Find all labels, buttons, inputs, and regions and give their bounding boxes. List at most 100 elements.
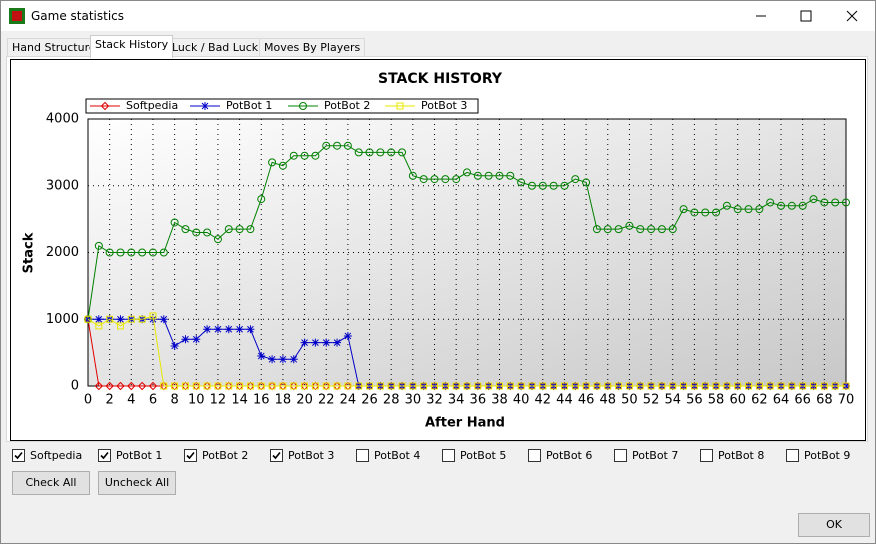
point [733,205,742,214]
point [560,382,568,390]
point [181,382,189,390]
x-tick-label: 2 [106,393,114,408]
series-line [87,315,846,387]
point [105,248,114,257]
legend-box [85,98,479,114]
point [571,175,580,184]
point [657,225,666,234]
point [604,382,612,390]
point [343,331,352,340]
point [116,322,124,330]
tab[interactable]: Moves By Players [259,38,366,57]
point [148,248,157,257]
point [441,382,449,390]
point [722,201,731,210]
point [366,382,374,390]
point [463,168,471,177]
legend-label: PotBot 3 [421,99,467,112]
point [766,198,775,207]
point [723,382,731,390]
legend-marker [396,102,404,110]
checkbox-box[interactable] [614,449,627,462]
point [137,381,147,391]
point [279,382,287,390]
point [592,225,601,234]
checkbox-box[interactable] [270,449,283,462]
app-icon [9,8,25,24]
point [625,382,633,390]
window-title: Game statistics [31,9,125,23]
point [614,225,623,234]
window-controls [756,10,858,22]
x-tick-label: 38 [491,393,508,408]
x-tick-label: 46 [578,393,595,408]
point [333,141,342,150]
point [322,382,330,390]
point [343,141,352,150]
chart-title: STACK HISTORY [378,71,503,87]
checkbox-box[interactable] [442,449,455,462]
checkbox-label: PotBot 8 [718,449,765,462]
point [290,382,298,390]
point [701,382,709,390]
point [419,175,428,184]
checkbox-box[interactable] [356,449,369,462]
y-tick-label: 4000 [46,112,79,127]
legend-marker [299,102,307,110]
point [495,382,503,390]
point [615,382,623,390]
close[interactable] [846,10,858,22]
x-tick-label: 34 [448,393,465,408]
point [322,338,331,347]
point [159,315,168,324]
ok-button[interactable]: OK [798,513,870,537]
point [506,171,515,180]
point [278,161,287,170]
x-tick-label: 70 [838,393,855,408]
point [213,325,222,334]
tab[interactable]: Luck / Bad Luck [167,38,264,57]
point [257,382,265,390]
point [203,325,212,334]
maximize[interactable] [800,10,812,22]
x-tick-label: 12 [210,393,227,408]
tab[interactable]: Hand Structure [7,38,101,57]
tab[interactable]: Stack History [90,35,174,58]
point [116,381,125,391]
checkbox-label: PotBot 9 [804,449,851,462]
point [668,225,677,234]
point [549,181,558,190]
point [106,315,114,323]
point [810,382,818,390]
point [484,171,493,180]
checkmark [272,451,281,460]
uncheck-all-button[interactable]: Uncheck All [98,471,176,495]
x-axis-label: After Hand [425,416,505,431]
x-tick-label: 62 [751,393,768,408]
checkbox-box[interactable] [12,449,25,462]
point [387,382,395,390]
point [376,382,384,390]
point [224,225,233,234]
checkbox-box[interactable] [700,449,713,462]
point [84,315,92,323]
x-tick-label: 30 [405,393,422,408]
point [408,171,417,180]
x-tick-label: 60 [729,393,746,408]
point [842,198,850,207]
point [235,325,244,334]
check-all-button[interactable]: Check All [12,471,90,495]
x-tick-label: 10 [188,393,205,408]
legend-marker [100,101,110,111]
point [94,381,104,391]
x-tick-label: 52 [643,393,660,408]
checkbox-box[interactable] [786,449,799,462]
x-tick-label: 16 [253,393,270,408]
checkbox-box[interactable] [528,449,541,462]
checkbox-box[interactable] [184,449,197,462]
legend-marker [201,102,209,110]
checkbox-label: PotBot 2 [202,449,249,462]
point [744,205,753,214]
checkbox-box[interactable] [98,449,111,462]
